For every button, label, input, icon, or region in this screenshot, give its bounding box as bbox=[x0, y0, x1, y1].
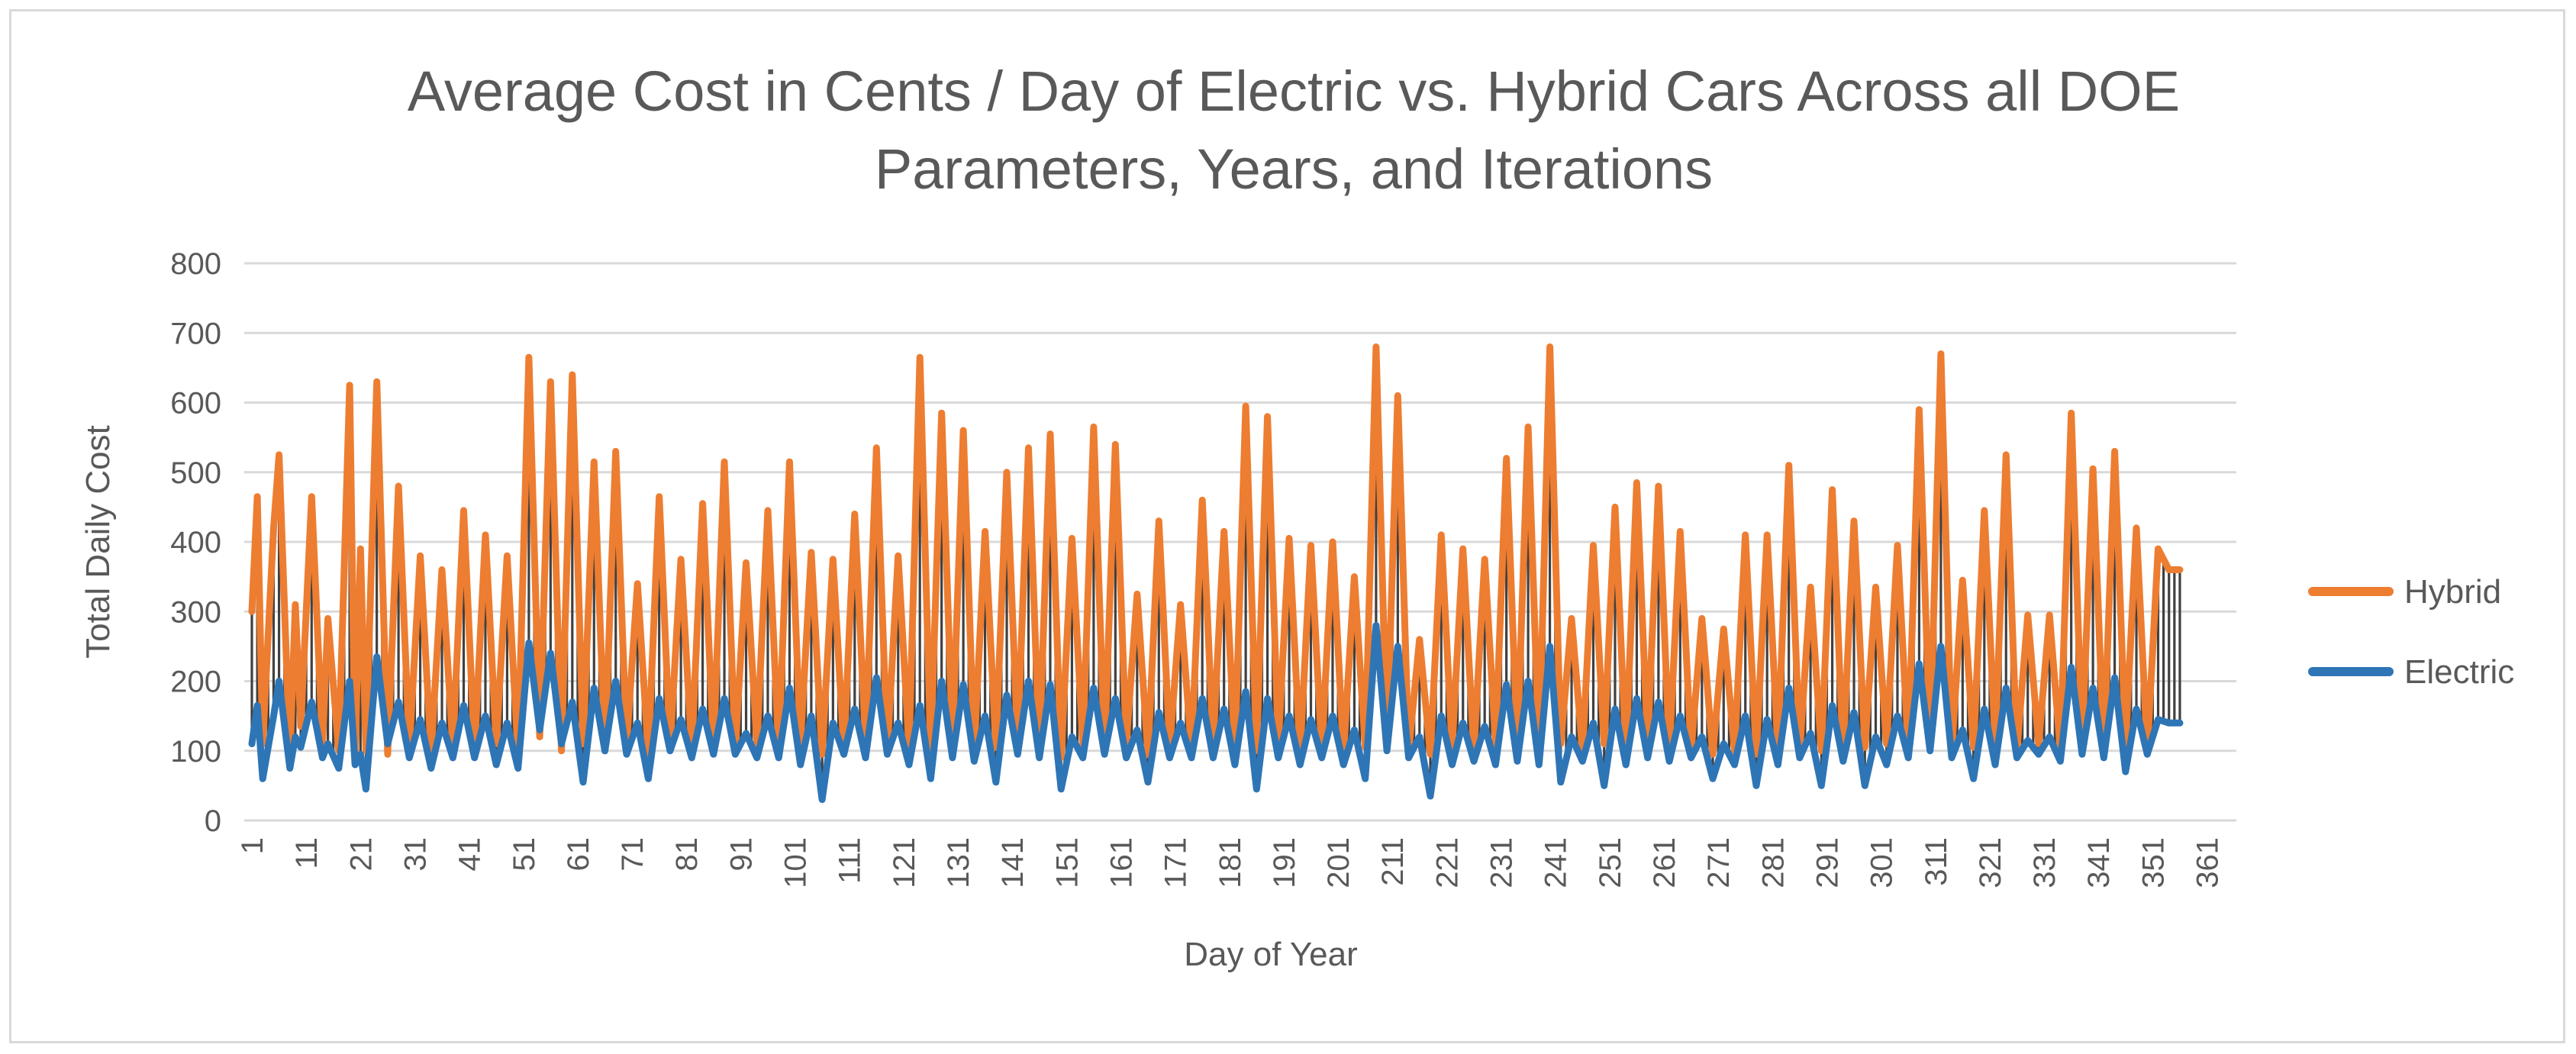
legend: Hybrid Electric bbox=[2308, 573, 2514, 691]
x-tick-label-181: 181 bbox=[1214, 837, 1247, 888]
series-lines bbox=[248, 343, 2184, 804]
chart-title: Average Cost in Cents / Day of Electric … bbox=[408, 60, 2180, 201]
legend-item-electric: Electric bbox=[2308, 653, 2514, 691]
x-tick-label-231: 231 bbox=[1485, 837, 1519, 888]
y-tick-label-0: 0 bbox=[205, 804, 221, 838]
chart-frame: Average Cost in Cents / Day of Electric … bbox=[9, 9, 2565, 1043]
x-tick-label-311: 311 bbox=[1920, 837, 1953, 886]
x-tick-label-61: 61 bbox=[562, 837, 595, 872]
y-tick-label-600: 600 bbox=[170, 387, 221, 421]
y-tick-label-800: 800 bbox=[170, 247, 221, 281]
y-tick-label-500: 500 bbox=[170, 456, 221, 490]
x-tick-label-131: 131 bbox=[942, 837, 975, 888]
x-tick-label-121: 121 bbox=[888, 837, 921, 888]
x-tick-label-41: 41 bbox=[453, 837, 487, 872]
chart-title-line-1: Average Cost in Cents / Day of Electric … bbox=[408, 60, 2180, 123]
x-tick-label-71: 71 bbox=[616, 837, 650, 872]
x-tick-label-341: 341 bbox=[2082, 837, 2116, 888]
y-tick-label-200: 200 bbox=[170, 666, 221, 699]
x-tick-label-261: 261 bbox=[1648, 837, 1681, 888]
legend-label-hybrid: Hybrid bbox=[2404, 573, 2501, 611]
x-axis-title: Day of Year bbox=[1184, 936, 1358, 973]
x-tick-label-241: 241 bbox=[1539, 837, 1573, 888]
x-tick-label-1: 1 bbox=[236, 837, 269, 854]
x-tick-label-281: 281 bbox=[1756, 837, 1790, 888]
series-line-hybrid bbox=[248, 343, 2184, 762]
x-tick-label-331: 331 bbox=[2028, 837, 2062, 888]
x-tick-label-51: 51 bbox=[508, 837, 541, 872]
y-tick-label-100: 100 bbox=[170, 735, 221, 769]
x-tick-label-111: 111 bbox=[833, 837, 867, 884]
x-tick-label-81: 81 bbox=[670, 837, 704, 872]
x-tick-label-91: 91 bbox=[724, 837, 758, 872]
x-tick-label-31: 31 bbox=[398, 837, 432, 872]
x-tick-label-21: 21 bbox=[344, 837, 378, 872]
x-tick-label-161: 161 bbox=[1104, 837, 1138, 888]
chart-svg: Average Cost in Cents / Day of Electric … bbox=[79, 60, 2514, 973]
y-tick-label-700: 700 bbox=[170, 317, 221, 350]
x-tick-label-201: 201 bbox=[1322, 837, 1356, 888]
y-axis-ticks: 0 100 200 300 400 500 600 700 800 bbox=[170, 247, 221, 838]
x-tick-label-361: 361 bbox=[2191, 837, 2225, 888]
x-tick-label-351: 351 bbox=[2136, 837, 2170, 888]
legend-item-hybrid: Hybrid bbox=[2308, 573, 2501, 611]
x-tick-label-221: 221 bbox=[1430, 837, 1464, 888]
chart-title-line-2: Parameters, Years, and Iterations bbox=[875, 137, 1713, 201]
y-tick-label-300: 300 bbox=[170, 595, 221, 629]
x-tick-label-171: 171 bbox=[1159, 837, 1193, 888]
x-tick-label-11: 11 bbox=[290, 837, 324, 869]
x-tick-label-141: 141 bbox=[996, 837, 1030, 888]
x-tick-label-151: 151 bbox=[1050, 837, 1084, 888]
x-tick-label-191: 191 bbox=[1268, 837, 1301, 888]
x-tick-label-271: 271 bbox=[1702, 837, 1736, 888]
x-tick-label-251: 251 bbox=[1594, 837, 1627, 888]
x-tick-label-211: 211 bbox=[1376, 837, 1410, 886]
x-tick-label-101: 101 bbox=[779, 837, 813, 888]
x-tick-label-321: 321 bbox=[1974, 837, 2007, 888]
y-tick-label-400: 400 bbox=[170, 526, 221, 559]
x-tick-label-291: 291 bbox=[1810, 837, 1844, 888]
series-line-electric bbox=[248, 622, 2184, 804]
x-axis-ticks: 1 11 21 31 41 51 61 71 81 91 101 111 121 131 141 151 161… bbox=[236, 837, 2225, 888]
x-tick-label-301: 301 bbox=[1865, 837, 1899, 888]
legend-label-electric: Electric bbox=[2404, 653, 2514, 691]
y-axis-title: Total Daily Cost bbox=[79, 425, 117, 659]
